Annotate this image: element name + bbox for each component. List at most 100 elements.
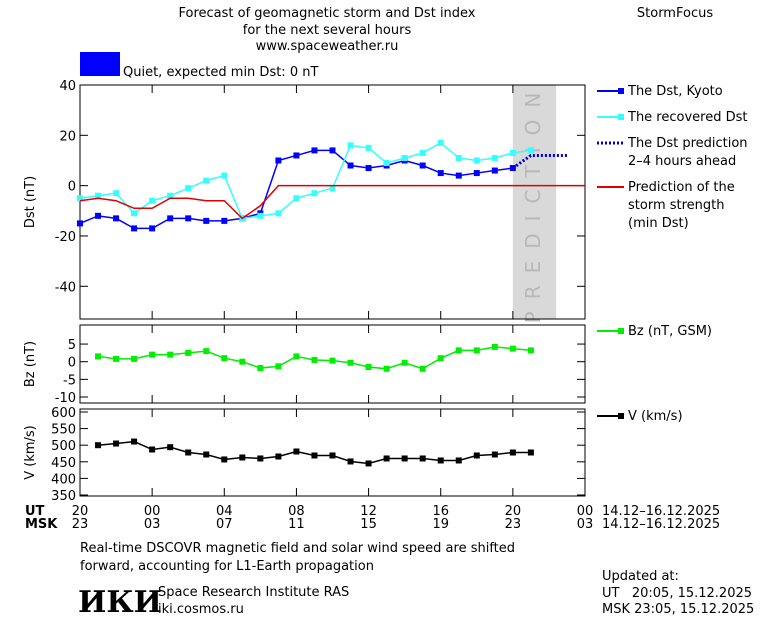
marker — [365, 144, 372, 151]
marker — [221, 217, 228, 224]
y-tick-label: -20 — [55, 230, 76, 245]
marker — [149, 225, 156, 232]
msk-label: MSK — [25, 517, 58, 532]
updated-msk: MSK 23:05, 15.12.2025 — [602, 602, 754, 617]
y-tick-label: 0 — [68, 356, 76, 371]
plot-frame — [79, 408, 586, 497]
y-tick-label: 5 — [68, 338, 76, 353]
x-tick-label: 16 — [432, 504, 449, 519]
marker — [149, 446, 156, 453]
marker — [419, 162, 426, 169]
marker — [491, 154, 498, 161]
legend-label: V (km/s) — [628, 409, 683, 424]
marker — [239, 358, 246, 365]
series-line — [79, 184, 585, 220]
marker — [329, 357, 336, 364]
marker — [311, 356, 318, 363]
y-tick-label: -5 — [63, 373, 76, 388]
legend-marker — [618, 88, 624, 94]
marker — [419, 365, 426, 372]
marker — [401, 359, 408, 366]
logo: ИКИ — [78, 585, 162, 620]
legend-marker — [618, 114, 624, 120]
marker — [77, 195, 83, 202]
marker — [347, 359, 354, 366]
marker — [275, 157, 282, 164]
marker — [275, 210, 282, 217]
x-tick-label-msk: 11 — [288, 517, 305, 532]
marker — [185, 185, 192, 192]
brand: StormFocus — [637, 6, 713, 21]
marker — [455, 457, 462, 464]
marker — [167, 351, 174, 358]
marker — [203, 451, 210, 458]
ut-label: UT — [25, 504, 45, 519]
marker — [131, 438, 138, 445]
series-line — [79, 141, 531, 220]
title: for the next several hours — [243, 23, 412, 38]
marker — [257, 455, 264, 462]
title: Forecast of geomagnetic storm and Dst in… — [178, 6, 475, 21]
marker — [383, 455, 390, 462]
marker — [95, 212, 102, 219]
marker — [419, 455, 426, 462]
y-tick-label: 500 — [51, 439, 76, 454]
series-line — [511, 153, 567, 170]
marker — [473, 347, 480, 354]
marker — [311, 147, 318, 154]
marker — [221, 172, 228, 179]
x-tick-label-msk: 23 — [505, 517, 522, 532]
marker — [95, 442, 102, 449]
marker — [167, 444, 174, 451]
marker — [509, 149, 516, 156]
y-tick-label: 550 — [51, 423, 76, 438]
prediction-label: PREDICTION — [521, 81, 545, 324]
y-tick-label: -40 — [55, 280, 76, 295]
marker — [491, 167, 498, 174]
marker — [329, 185, 336, 192]
legend-label: The Dst, Kyoto — [627, 84, 723, 99]
marker — [131, 355, 138, 362]
legend-label: The Dst prediction — [627, 136, 748, 151]
marker — [383, 365, 390, 372]
marker — [365, 460, 372, 467]
marker — [113, 215, 120, 222]
marker — [473, 170, 480, 177]
marker — [509, 449, 516, 456]
marker — [95, 353, 102, 360]
marker — [527, 147, 534, 154]
y-tick-label: 600 — [51, 406, 76, 421]
y-tick-label: 350 — [51, 489, 76, 504]
x-tick-label-msk: 03 — [577, 517, 594, 532]
x-tick-label: 08 — [288, 504, 305, 519]
institute: Space Research Institute RAS — [158, 585, 349, 600]
marker — [203, 217, 210, 224]
marker — [365, 165, 372, 172]
legend-label: 2–4 hours ahead — [628, 154, 736, 169]
x-tick-label: 20 — [505, 504, 522, 519]
series-line — [79, 149, 513, 230]
marker — [401, 455, 408, 462]
marker — [203, 177, 210, 184]
marker — [455, 347, 462, 354]
marker — [383, 160, 390, 166]
legend-marker — [618, 413, 624, 419]
legend-marker — [618, 328, 624, 334]
marker — [131, 225, 138, 232]
legend-label: storm strength — [628, 198, 725, 213]
y-axis-title: V (km/s) — [23, 425, 38, 480]
x-tick-label-msk: 03 — [144, 517, 161, 532]
marker — [149, 351, 156, 358]
marker — [275, 363, 282, 370]
marker — [527, 449, 534, 456]
note: forward, accounting for L1-Earth propaga… — [80, 559, 374, 574]
marker — [347, 458, 354, 465]
marker — [149, 197, 156, 204]
marker — [185, 215, 192, 222]
marker — [221, 456, 228, 463]
marker — [437, 139, 444, 146]
marker — [167, 215, 174, 222]
legend-label: Bz (nT, GSM) — [628, 324, 712, 339]
marker — [455, 154, 462, 161]
